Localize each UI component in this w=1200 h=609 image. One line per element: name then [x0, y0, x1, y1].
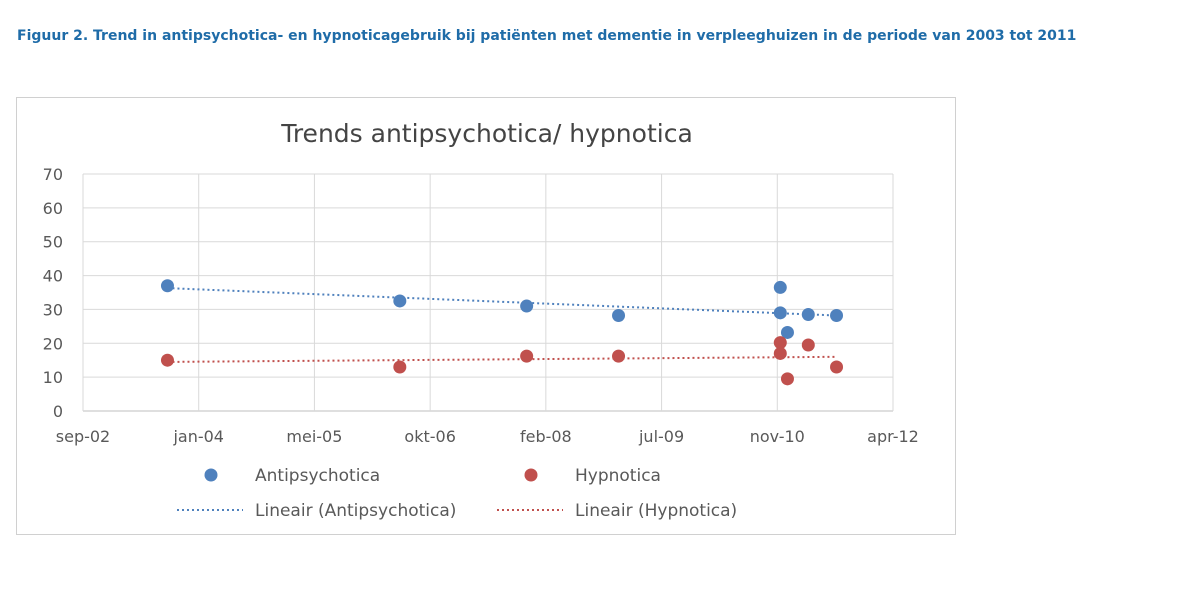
y-tick-label: 20 [43, 334, 63, 353]
trendlines [167, 287, 837, 363]
gridlines [82, 173, 894, 412]
legend-trend-label-hypnotica: Lineair (Hypnotica) [575, 501, 737, 521]
antipsychotica-point [801, 308, 815, 322]
legend: Antipsychotica Hypnotica Lineair (Antipsyc… [177, 466, 737, 521]
x-tick-label: jul-09 [638, 427, 684, 446]
data-points [160, 279, 844, 386]
x-tick-label: sep-02 [56, 427, 110, 446]
x-tick-label: mei-05 [286, 427, 342, 446]
antipsychotica-point [612, 309, 626, 323]
hypnotica-point [520, 349, 534, 363]
hypnotica-point [773, 346, 787, 360]
legend-label-antipsychotica: Antipsychotica [255, 466, 380, 486]
x-tick-label: okt-06 [404, 427, 455, 446]
y-tick-label: 70 [43, 165, 63, 184]
chart-title: Trends antipsychotica/ hypnotica [280, 119, 693, 148]
y-axis-ticks: 0 10 20 30 40 50 60 70 [43, 165, 63, 421]
y-tick-label: 40 [43, 267, 63, 286]
antipsychotica-point [393, 294, 407, 308]
antipsychotica-point [160, 279, 174, 293]
x-tick-label: feb-08 [520, 427, 572, 446]
legend-marker-hypnotica [524, 468, 538, 482]
scatter-chart: Trends antipsychotica/ hypnotica 0 10 20 30… [43, 119, 919, 521]
hypnotica-point [780, 372, 794, 386]
legend-marker-antipsychotica [204, 468, 218, 482]
antipsychotica-point [520, 299, 534, 313]
y-tick-label: 30 [43, 300, 63, 319]
antipsychotica-point [830, 309, 844, 323]
antipsychotica-point [773, 280, 787, 294]
hypnotica-point [612, 349, 626, 363]
x-tick-label: apr-12 [867, 427, 919, 446]
hypnotica-point [830, 360, 844, 374]
trendline-hypnotica [167, 355, 837, 363]
legend-label-hypnotica: Hypnotica [575, 466, 661, 486]
x-axis-ticks: sep-02 jan-04 mei-05 okt-06 feb-08 jul-09 nov-… [56, 427, 919, 446]
x-tick-label: nov-10 [750, 427, 805, 446]
figure-caption: Figuur 2. Trend in antipsychotica- en hy… [17, 28, 1077, 44]
y-tick-label: 60 [43, 199, 63, 218]
y-tick-label: 0 [53, 402, 63, 421]
x-tick-label: jan-04 [172, 427, 224, 446]
hypnotica-point [801, 338, 815, 352]
hypnotica-point [393, 360, 407, 374]
antipsychotica-point [773, 306, 787, 320]
antipsychotica-point [780, 325, 794, 339]
legend-trend-label-antipsychotica: Lineair (Antipsychotica) [255, 501, 456, 521]
hypnotica-point [773, 336, 787, 350]
y-tick-label: 10 [43, 368, 63, 387]
y-tick-label: 50 [43, 233, 63, 252]
hypnotica-point [160, 353, 174, 367]
trendline-antipsychotica [167, 287, 837, 317]
chart-frame: Trends antipsychotica/ hypnotica 0 10 20 30… [16, 97, 956, 535]
